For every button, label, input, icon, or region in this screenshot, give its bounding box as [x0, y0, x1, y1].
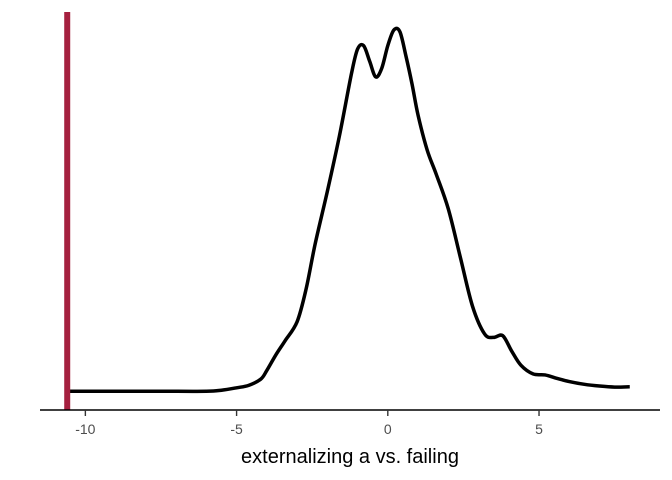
x-axis-title: externalizing a vs. failing: [241, 446, 459, 468]
x-tick-label: -5: [230, 421, 243, 437]
density-curve-0: [67, 26, 630, 394]
x-tick-label: 5: [535, 421, 543, 437]
x-tick-label: 0: [384, 421, 392, 437]
x-axis-ticks: -10 -5 0 5: [75, 410, 543, 437]
x-tick-label: -10: [75, 421, 95, 437]
plot-marks: [64, 12, 630, 410]
